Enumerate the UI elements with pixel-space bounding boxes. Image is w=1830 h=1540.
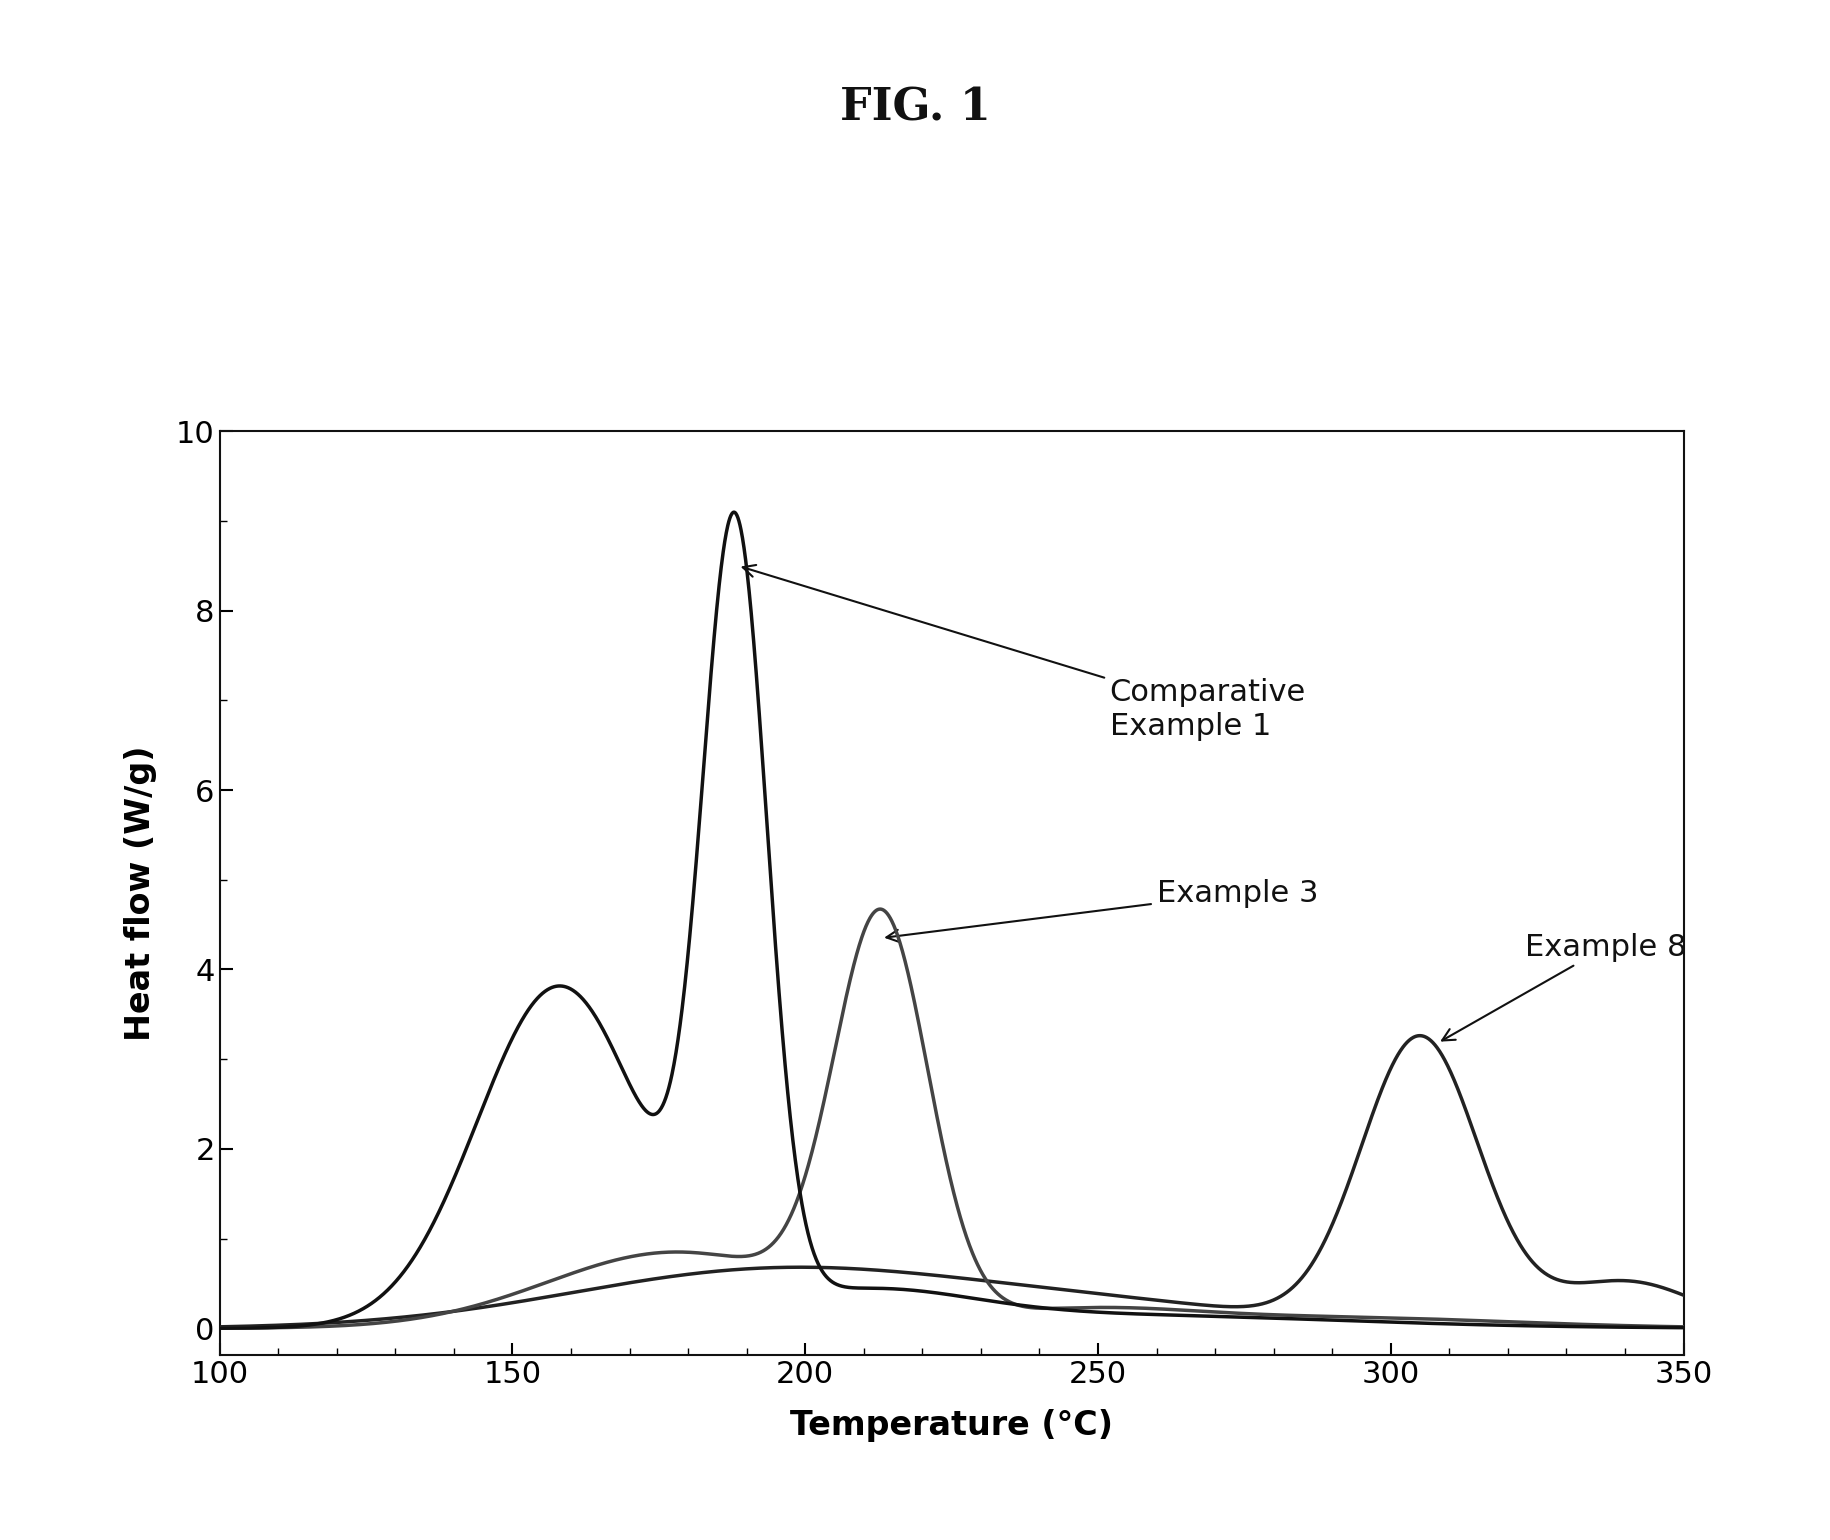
Text: Example 3: Example 3 bbox=[886, 879, 1318, 942]
Y-axis label: Heat flow (W/g): Heat flow (W/g) bbox=[124, 745, 157, 1041]
Text: FIG. 1: FIG. 1 bbox=[840, 86, 990, 129]
Text: Comparative
Example 1: Comparative Example 1 bbox=[743, 565, 1307, 741]
X-axis label: Temperature (°C): Temperature (°C) bbox=[791, 1409, 1113, 1441]
Text: Example 8: Example 8 bbox=[1442, 933, 1687, 1041]
